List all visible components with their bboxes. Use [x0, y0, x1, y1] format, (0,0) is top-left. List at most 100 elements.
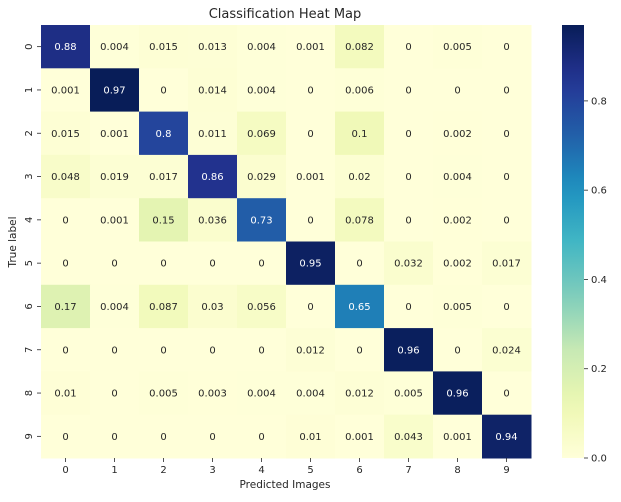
colorbar-tick-label: 0.8 [591, 96, 607, 107]
x-tick-label: 0 [62, 465, 68, 476]
heatmap-cell [41, 284, 91, 329]
x-tick-label: 1 [111, 465, 117, 476]
cell-value-label: 0 [160, 432, 166, 443]
cell-value-label: 0 [405, 129, 411, 140]
heatmap-cell [188, 68, 238, 113]
cell-value-label: 0 [62, 432, 68, 443]
heatmap-cell [482, 68, 532, 113]
colorbar: 0.0 0.2 0.4 0.6 0.8 [562, 25, 607, 465]
cell-value-label: 0 [111, 389, 117, 400]
cell-value-label: 0.003 [198, 389, 227, 400]
heatmap-cell [335, 414, 385, 459]
heatmap-cell [433, 371, 483, 416]
heatmap-cell [237, 111, 287, 156]
heatmap-cell [335, 68, 385, 113]
cell-value-label: 0 [258, 345, 264, 356]
heatmap-cell [433, 198, 483, 242]
heatmap-cell [335, 25, 385, 69]
cell-value-label: 0.004 [100, 42, 129, 53]
heatmap-cell [335, 111, 385, 156]
cell-value-label: 0.029 [247, 172, 276, 183]
cell-value-label: 0.001 [100, 215, 129, 226]
cell-value-label: 0 [307, 85, 313, 96]
heatmap-cell [433, 284, 483, 329]
heatmap-cell [139, 68, 189, 113]
cell-value-label: 0.048 [51, 172, 80, 183]
x-tick-label: 5 [307, 465, 313, 476]
cell-value-label: 0.004 [100, 302, 129, 313]
cell-value-label: 0.001 [345, 432, 374, 443]
heatmap-cell [188, 25, 238, 69]
cell-value-label: 0.001 [296, 172, 325, 183]
cell-value-label: 0.013 [198, 42, 227, 53]
cell-value-label: 0.002 [443, 259, 472, 270]
heatmap-cell [90, 241, 140, 286]
heatmap-cell [433, 414, 483, 459]
cell-value-label: 0 [209, 259, 215, 270]
heatmap-cell [384, 241, 434, 286]
cell-value-label: 0.004 [443, 172, 472, 183]
heatmap-cell [139, 284, 189, 329]
cell-value-label: 0 [209, 345, 215, 356]
cell-value-label: 0.65 [348, 302, 370, 313]
cell-value-label: 0.005 [149, 389, 178, 400]
cell-value-label: 0.01 [54, 389, 76, 400]
cell-value-label: 0 [62, 259, 68, 270]
cell-value-label: 0 [160, 85, 166, 96]
heatmap-cell [188, 198, 238, 242]
heatmap-cell [237, 25, 287, 69]
heatmap-cell [482, 154, 532, 199]
heatmap-cell [433, 111, 483, 156]
cell-value-label: 0.004 [247, 42, 276, 53]
x-tick-label: 2 [160, 465, 166, 476]
cell-value-label: 0.043 [394, 432, 423, 443]
cell-value-label: 0.014 [198, 85, 227, 96]
heatmap-cells: 0.88 0.004 0.015 0.013 0.004 0.001 0.082 0 0.005… [41, 25, 532, 459]
x-axis: 0 1 2 3 4 5 6 7 8 9 [62, 458, 510, 476]
heatmap-cell [139, 371, 189, 416]
heatmap-cell [482, 328, 532, 372]
cell-value-label: 0 [405, 302, 411, 313]
y-tick-label: 3 [24, 173, 35, 179]
heatmap-cell [90, 284, 140, 329]
heatmap-cell [237, 198, 287, 242]
heatmap-cell [286, 154, 336, 199]
cell-value-label: 0.036 [198, 215, 227, 226]
cell-value-label: 0.004 [296, 389, 325, 400]
cell-value-label: 0 [62, 345, 68, 356]
heatmap-cell [286, 25, 336, 69]
cell-value-label: 0 [62, 215, 68, 226]
heatmap-cell [90, 154, 140, 199]
heatmap-cell [41, 198, 91, 242]
cell-value-label: 0 [356, 345, 362, 356]
cell-value-label: 0.015 [149, 42, 178, 53]
cell-value-label: 0.96 [397, 345, 419, 356]
heatmap-cell [482, 198, 532, 242]
cell-value-label: 0.012 [345, 389, 374, 400]
cell-value-label: 0.004 [247, 85, 276, 96]
heatmap-cell [286, 284, 336, 329]
heatmap-cell [384, 328, 434, 372]
heatmap-cell [188, 154, 238, 199]
heatmap-cell [384, 154, 434, 199]
heatmap-cell [41, 68, 91, 113]
heatmap-cell [482, 241, 532, 286]
cell-value-label: 0.005 [443, 302, 472, 313]
heatmap-cell [188, 371, 238, 416]
heatmap-cell [139, 241, 189, 286]
heatmap-cell [90, 25, 140, 69]
cell-value-label: 0.02 [348, 172, 370, 183]
colorbar-tick-label: 0.0 [591, 454, 607, 465]
cell-value-label: 0.011 [198, 129, 227, 140]
chart-title: Classification Heat Map [209, 7, 362, 22]
y-tick-label: 7 [24, 347, 35, 353]
heatmap-cell [384, 25, 434, 69]
y-tick-label: 2 [24, 130, 35, 136]
cell-value-label: 0 [356, 259, 362, 270]
x-tick-label: 8 [454, 465, 460, 476]
cell-value-label: 0.001 [443, 432, 472, 443]
heatmap-cell [139, 154, 189, 199]
colorbar-tick-label: 0.2 [591, 364, 607, 375]
heatmap-cell [237, 154, 287, 199]
heatmap-cell [90, 111, 140, 156]
